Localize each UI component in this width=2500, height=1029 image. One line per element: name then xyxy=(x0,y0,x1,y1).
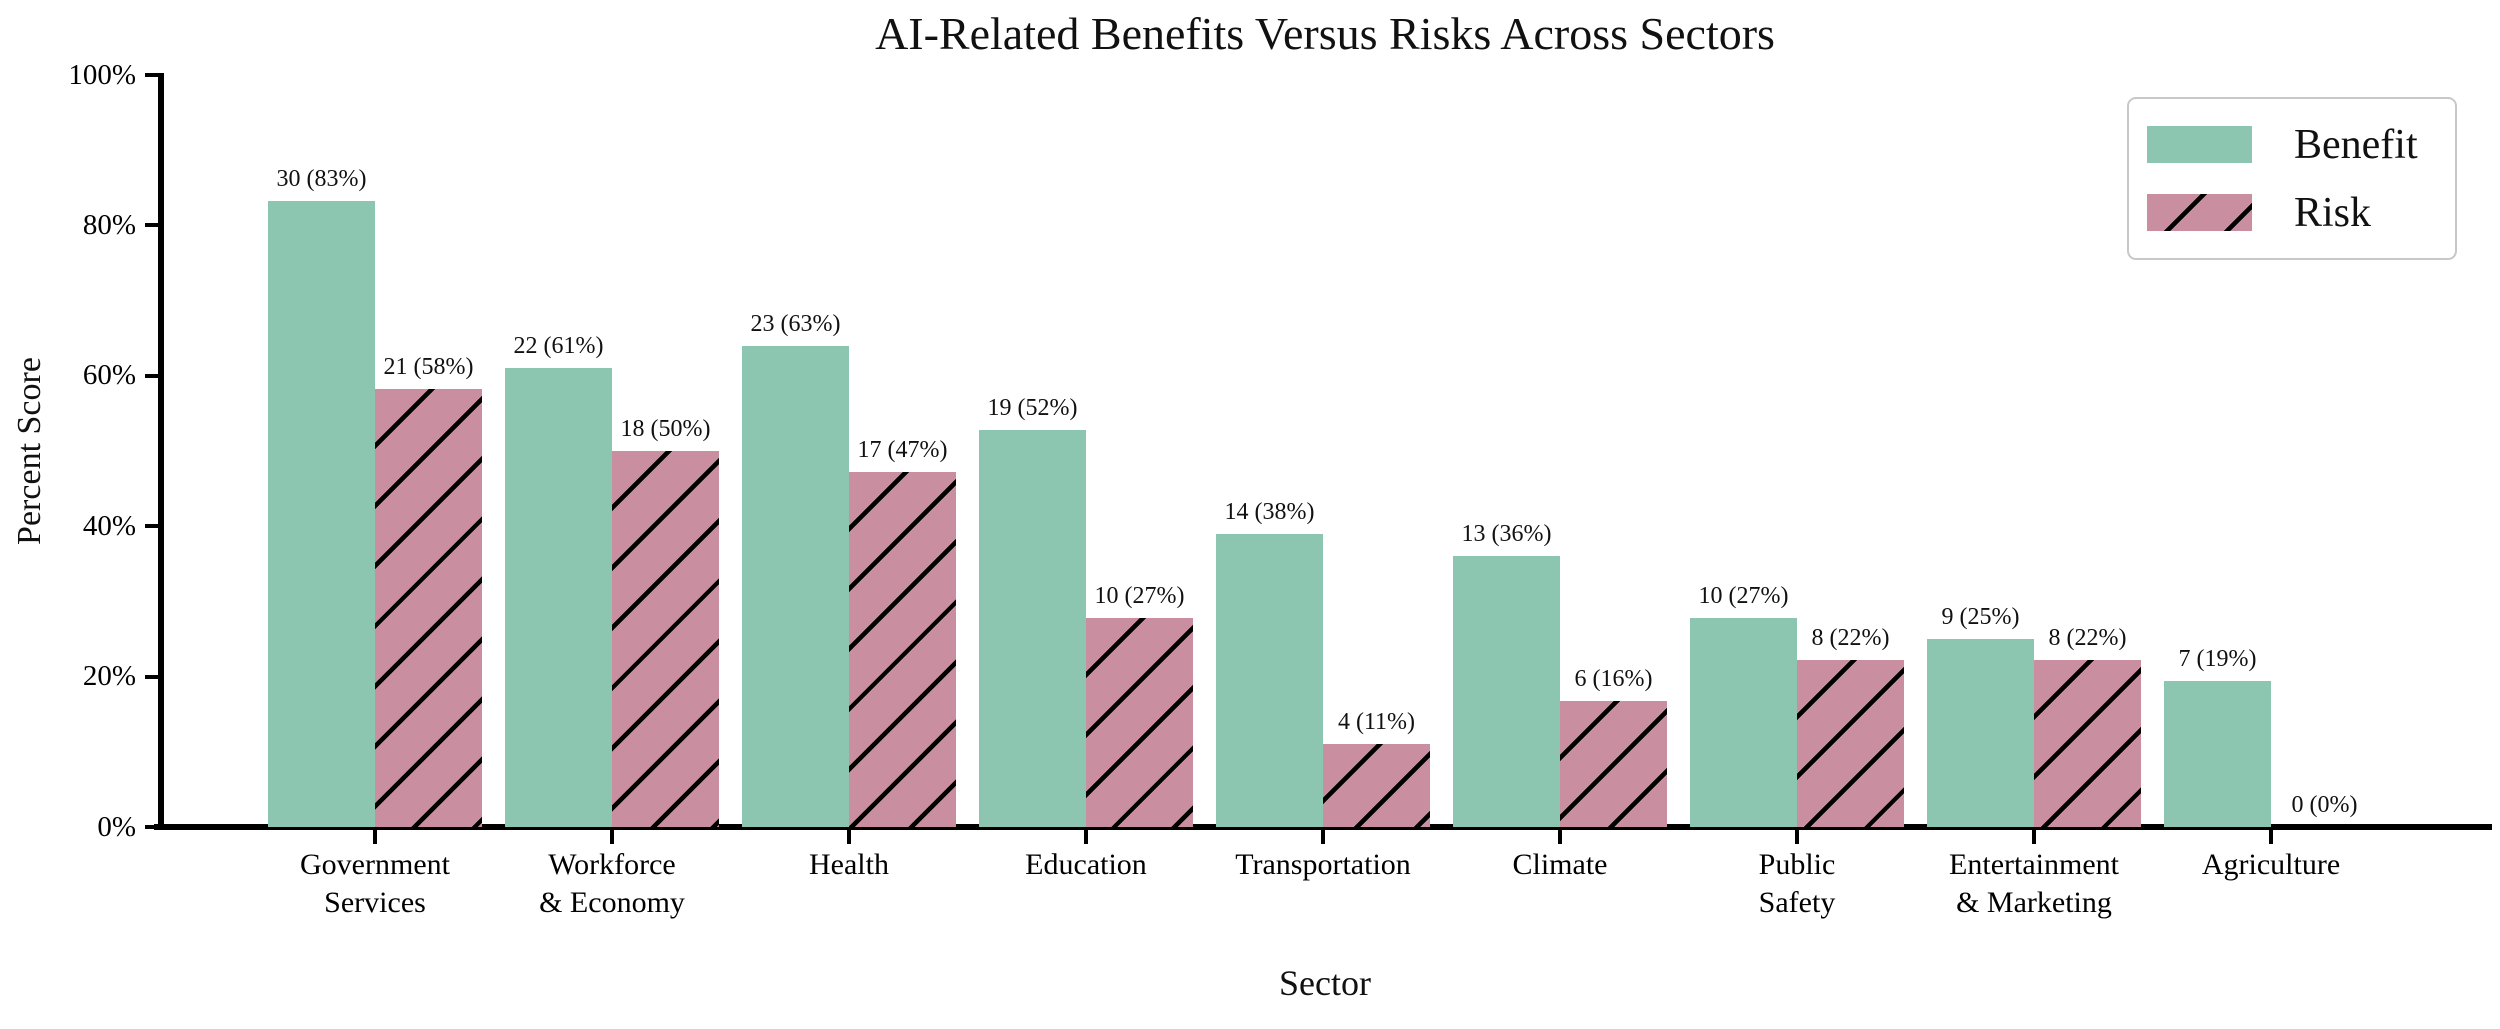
legend-label-risk: Risk xyxy=(2294,189,2372,236)
bar-risk-climate xyxy=(1560,701,1667,827)
x-tick xyxy=(610,830,614,844)
bar-risk-entertainment-marketing xyxy=(2034,660,2141,827)
bar-benefit-climate xyxy=(1453,555,1560,827)
x-tick-label-climate: Climate xyxy=(1512,848,1608,881)
x-tick xyxy=(373,830,377,844)
x-axis-spine xyxy=(154,824,2492,830)
x-tick xyxy=(1321,830,1325,844)
x-tick-label-government-services: Government Services xyxy=(300,848,450,920)
x-tick xyxy=(2032,830,2036,844)
bar-value-label-risk-entertainment-marketing: 8 (22%) xyxy=(2048,625,2127,652)
y-tick xyxy=(145,373,158,378)
bar-risk-workforce-economy xyxy=(612,451,719,827)
y-tick-label: 40% xyxy=(82,509,136,542)
bar-value-label-risk-health: 17 (47%) xyxy=(857,437,948,464)
x-tick-label-transportation: Transportation xyxy=(1235,848,1411,881)
legend-swatch-risk xyxy=(2147,194,2252,231)
y-tick-label: 60% xyxy=(82,359,136,392)
bar-benefit-entertainment-marketing xyxy=(1927,639,2034,827)
bar-value-label-benefit-entertainment-marketing: 9 (25%) xyxy=(1941,604,2020,630)
x-tick-label-public-safety: Public Safety xyxy=(1758,848,1836,920)
x-tick-label-agriculture: Agriculture xyxy=(2201,848,2341,881)
bar-value-label-risk-climate: 6 (16%) xyxy=(1574,666,1653,693)
x-tick-label-health: Health xyxy=(809,848,889,881)
y-axis-spine xyxy=(158,73,164,830)
y-tick-label: 80% xyxy=(82,208,136,241)
legend-entry-benefit: Benefit xyxy=(2147,124,2455,166)
legend: Benefit Risk xyxy=(2127,97,2457,260)
bar-value-label-benefit-agriculture: 7 (19%) xyxy=(2178,646,2257,673)
bar-benefit-education xyxy=(979,429,1086,827)
bar-benefit-agriculture xyxy=(2164,681,2271,827)
x-tick xyxy=(1558,830,1562,844)
bar-risk-public-safety xyxy=(1797,660,1904,827)
bar-benefit-public-safety xyxy=(1690,617,1797,827)
x-tick xyxy=(847,830,851,844)
legend-swatch-benefit xyxy=(2147,126,2252,163)
x-axis-label: Sector xyxy=(1279,963,1371,1003)
bar-risk-health xyxy=(849,472,956,827)
bar-value-label-benefit-health: 23 (63%) xyxy=(750,311,841,338)
y-tick xyxy=(145,674,158,679)
bar-value-label-benefit-workforce-economy: 22 (61%) xyxy=(513,332,604,359)
x-tick xyxy=(1795,830,1799,844)
bar-value-label-benefit-transportation: 14 (38%) xyxy=(1224,499,1315,526)
x-tick-label-entertainment-marketing: Entertainment & Marketing xyxy=(1949,848,2119,920)
bar-value-label-risk-government-services: 21 (58%) xyxy=(383,353,474,380)
bar-value-label-risk-education: 10 (27%) xyxy=(1094,582,1185,609)
chart-title: AI-Related Benefits Versus Risks Across … xyxy=(875,8,1775,59)
y-tick xyxy=(145,223,158,228)
bar-value-label-benefit-government-services: 30 (83%) xyxy=(276,165,367,192)
bar-risk-transportation xyxy=(1323,743,1430,827)
bar-value-label-benefit-education: 19 (52%) xyxy=(987,394,1078,421)
bar-value-label-risk-workforce-economy: 18 (50%) xyxy=(620,416,711,442)
x-tick xyxy=(1084,830,1088,844)
y-tick-label: 20% xyxy=(82,660,136,693)
y-tick xyxy=(145,73,158,77)
bar-risk-government-services xyxy=(375,388,482,827)
y-tick xyxy=(145,524,158,529)
bar-benefit-transportation xyxy=(1216,534,1323,827)
legend-entry-risk: Risk xyxy=(2147,192,2455,234)
bar-value-label-risk-transportation: 4 (11%) xyxy=(1337,708,1416,735)
bar-value-label-risk-agriculture: 0 (0%) xyxy=(2291,792,2358,818)
y-tick-label: 100% xyxy=(68,58,136,91)
y-tick xyxy=(145,825,158,829)
x-tick xyxy=(2269,830,2273,844)
x-tick-label-education: Education xyxy=(1025,848,1147,881)
bar-benefit-workforce-economy xyxy=(505,367,612,827)
bar-benefit-government-services xyxy=(268,200,375,827)
y-tick-label: 0% xyxy=(97,810,136,843)
x-tick-label-workforce-economy: Workforce & Economy xyxy=(539,848,685,920)
bar-value-label-risk-public-safety: 8 (22%) xyxy=(1811,625,1890,652)
bar-risk-education xyxy=(1086,617,1193,827)
bar-value-label-benefit-climate: 13 (36%) xyxy=(1461,520,1552,547)
bar-value-label-benefit-public-safety: 10 (27%) xyxy=(1698,582,1789,609)
legend-label-benefit: Benefit xyxy=(2294,121,2418,168)
bar-benefit-health xyxy=(742,346,849,827)
